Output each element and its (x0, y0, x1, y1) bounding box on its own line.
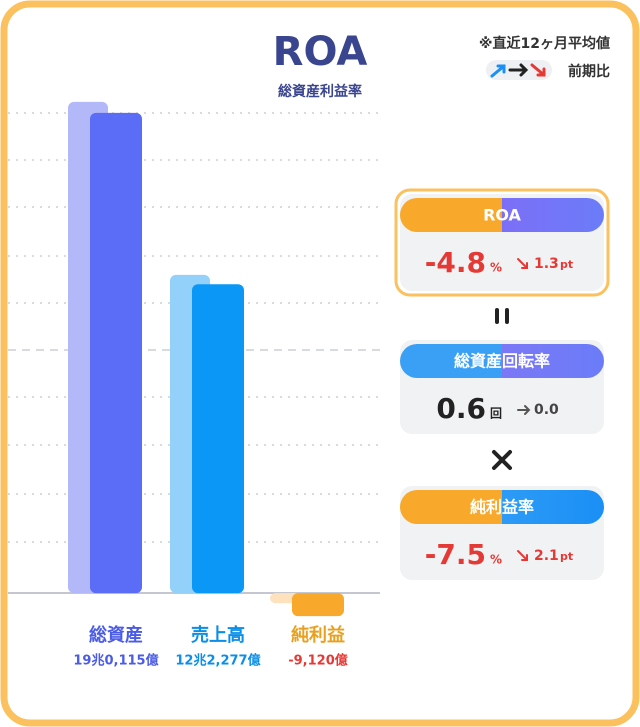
kpi-unit: 回 (490, 407, 502, 421)
kpi-unit: % (490, 553, 502, 567)
kpi-card: 総資産回転率 0.6 回 0.0 (400, 340, 604, 434)
equals (495, 308, 509, 324)
kpi-change: 2.1 (534, 548, 559, 564)
kpi-value: -4.8 (425, 246, 486, 279)
kpi-label: 純利益率 (470, 498, 534, 517)
title: ROA (273, 29, 368, 75)
legend-icon (486, 60, 552, 80)
card-header (400, 490, 604, 524)
kpi-unit: % (490, 261, 502, 275)
trend-arrow (517, 258, 528, 269)
times (492, 450, 512, 470)
value-label: 12兆2,277億 (175, 653, 260, 669)
bar (90, 112, 142, 594)
bar (192, 284, 244, 594)
kpi-label: 総資産回転率 (454, 352, 550, 371)
kpi-card: ROA -4.8% 1.3 pt (394, 188, 610, 297)
legend-label: 前期比 (568, 63, 610, 80)
category-label: 売上高 (191, 624, 245, 646)
kpi-change-unit: pt (560, 258, 573, 271)
card-header (400, 198, 604, 232)
kpi-change: 1.3 (534, 256, 559, 272)
kpi-label: ROA (483, 206, 521, 225)
card-header (400, 344, 604, 378)
kpi-value: 0.6 (436, 392, 486, 425)
kpi-change: 0.0 (534, 402, 559, 418)
category-label: 総資産 (89, 624, 143, 646)
note: ※直近12ヶ月平均値 (479, 35, 610, 52)
category-label: 純利益 (291, 624, 345, 646)
value-label: -9,120億 (288, 653, 348, 669)
card-highlight (394, 188, 610, 297)
trend-arrow (517, 405, 531, 415)
subtitle: 総資産利益率 (278, 83, 362, 100)
bar (292, 593, 344, 617)
value-label: 19兆0,115億 (73, 653, 158, 669)
kpi-value: -7.5 (425, 538, 486, 571)
kpi-change-unit: pt (560, 550, 573, 563)
trend-arrow (517, 550, 528, 561)
kpi-card: 純利益率 -7.5% 2.1 pt (400, 486, 604, 580)
